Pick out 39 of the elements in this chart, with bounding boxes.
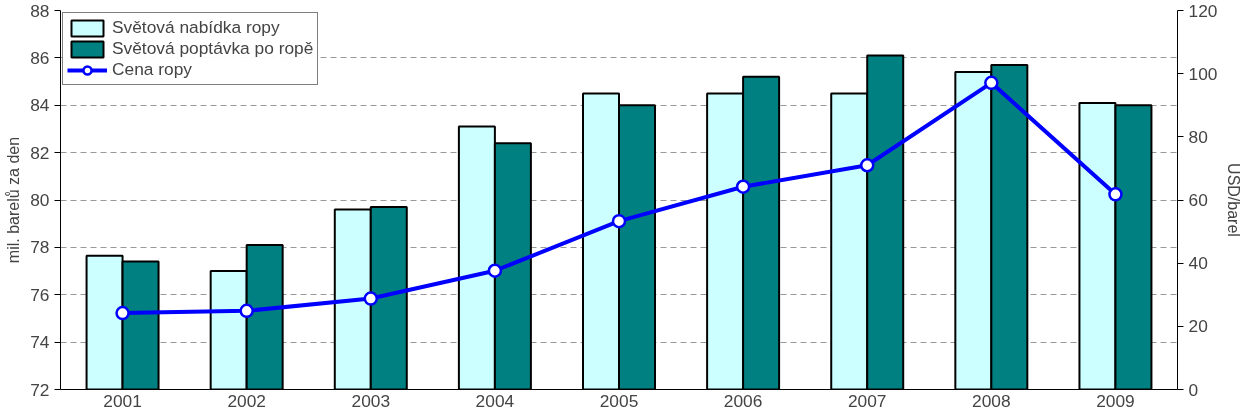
x-tick-label: 2007 [847,390,887,411]
x-tick-label: 2006 [723,390,763,411]
y-tick-label: 86 [30,47,50,68]
point [115,305,130,321]
legend-label: Světová poptávka po ropě [112,38,314,59]
y2-tick-label: 40 [1188,253,1208,274]
y2-tick-label: 100 [1188,63,1218,84]
point [363,291,379,306]
legend-label: Cena ropy [112,59,192,80]
x-tick-label: 2009 [1096,390,1135,411]
y-tick-label: 88 [30,0,50,21]
y2-tick-label: 120 [1188,0,1218,21]
x-tick-label: 2004 [475,390,515,411]
y-tick-label: 80 [30,190,50,210]
y2-axis-title: USD/barel [1225,163,1243,237]
x-tick-label: 2001 [103,390,142,411]
y-tick-label: 76 [30,284,50,305]
point [1108,187,1123,202]
legend-label: Světová nabídka ropy [112,17,280,38]
x-tick-label: 2005 [599,390,639,411]
point [859,158,875,173]
y2-tick-label: 0 [1188,379,1199,400]
y2-tick-label: 60 [1188,190,1208,210]
y-tick-label: 72 [30,379,50,400]
y2-tick-label: 20 [1188,316,1208,337]
y2-tick-label: 80 [1188,126,1208,147]
point [984,75,999,91]
x-tick-label: 2008 [972,390,1011,411]
y-tick-label: 82 [30,142,50,163]
point [735,179,751,194]
point [487,263,503,278]
point [611,213,627,229]
x-tick-label: 2002 [227,390,266,411]
x-tick-label: 2003 [351,390,391,411]
y-tick-label: 84 [30,95,50,116]
y-tick-label: 74 [30,332,50,353]
point [239,303,254,319]
y-axis-title: mil. barelů za den [5,136,23,264]
y-tick-label: 78 [30,237,50,258]
